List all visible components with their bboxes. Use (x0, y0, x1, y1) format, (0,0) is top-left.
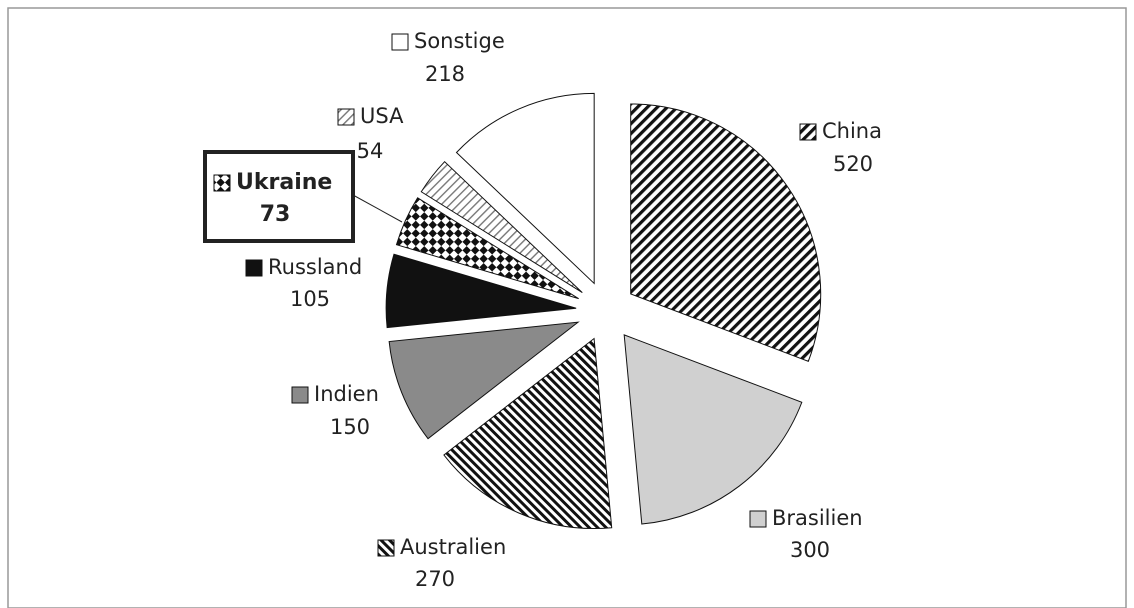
legend-swatch (377, 539, 395, 557)
legend-swatch (291, 386, 309, 404)
value-label: 73 (260, 202, 291, 227)
value-label: 270 (415, 567, 455, 591)
pie-slice (395, 197, 579, 300)
category-label: Australien (400, 535, 506, 559)
value-label: 300 (790, 538, 830, 562)
category-label: Indien (314, 382, 379, 406)
category-label: USA (360, 104, 404, 128)
legend-swatch (337, 108, 355, 126)
leader-line (352, 194, 403, 223)
pie-slice (455, 92, 595, 285)
category-label: China (822, 119, 882, 143)
category-label: Ukraine (236, 170, 332, 195)
legend-swatch (213, 174, 231, 192)
value-label: 54 (357, 139, 384, 163)
value-label: 105 (290, 287, 330, 311)
pie-slice (385, 253, 577, 329)
category-label: Sonstige (414, 29, 505, 53)
pie-slice (623, 334, 803, 525)
pie-slice (630, 103, 822, 362)
pie-slice (388, 321, 580, 440)
value-label: 520 (833, 152, 873, 176)
legend-swatch (799, 123, 817, 141)
value-label: 150 (330, 415, 370, 439)
pie-slice (420, 160, 583, 294)
category-label: Brasilien (772, 506, 863, 530)
category-label: Russland (268, 255, 362, 279)
highlight-box (203, 150, 355, 243)
legend-swatch (245, 259, 263, 277)
legend-swatch (391, 33, 409, 51)
legend-swatch (749, 510, 767, 528)
value-label: 218 (425, 62, 465, 86)
frame (7, 7, 1127, 608)
pie-slice (443, 337, 613, 529)
labels: China 520 Brasilien 300 Australien 270 Indien 1… (203, 29, 882, 591)
pie (385, 92, 822, 529)
